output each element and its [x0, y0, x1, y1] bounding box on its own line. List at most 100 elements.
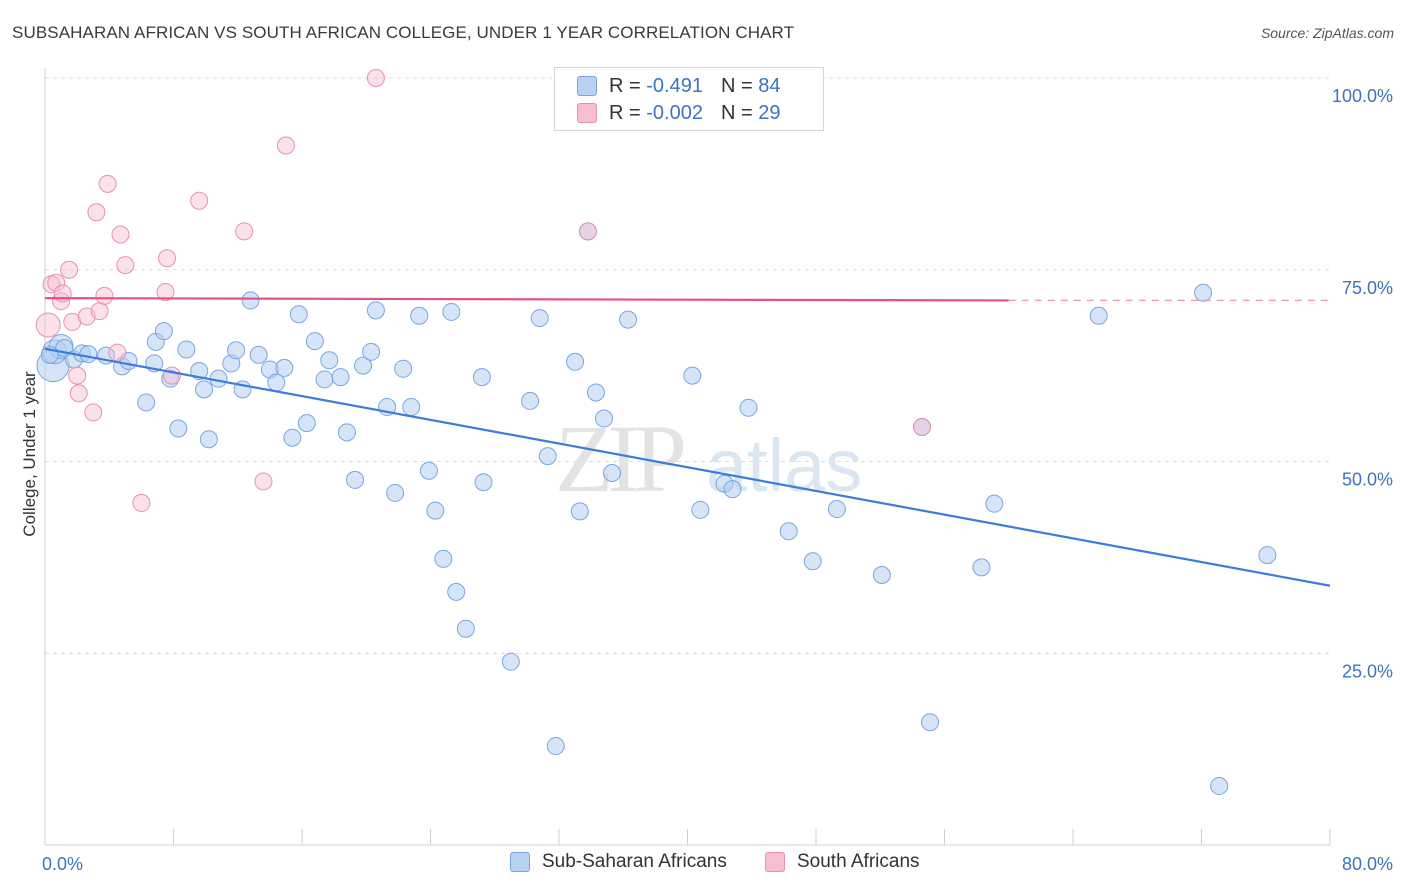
data-point-sub-saharan [566, 352, 585, 371]
data-point-sub-saharan [426, 501, 445, 520]
data-point-sub-saharan [169, 419, 188, 438]
data-point-sub-saharan [275, 358, 294, 377]
data-point-sub-saharan [1089, 306, 1108, 325]
data-point-sub-saharan [190, 361, 209, 380]
data-point-sub-saharan [337, 423, 356, 442]
data-point-south-african [35, 312, 61, 338]
axes [44, 68, 1331, 846]
data-point-sub-saharan [434, 549, 453, 568]
data-point-sub-saharan [779, 522, 798, 541]
data-point-sub-saharan [154, 322, 173, 341]
legend-r-label: R = [609, 101, 647, 124]
data-point-sub-saharan [402, 398, 421, 417]
data-point-sub-saharan [386, 483, 405, 502]
data-point-south-african [276, 136, 295, 155]
data-point-sub-saharan [594, 409, 613, 428]
data-point-south-african [60, 260, 79, 279]
data-point-sub-saharan [683, 366, 702, 385]
bottom-legend-south-african: South Africans [765, 851, 920, 873]
data-point-south-african [913, 417, 932, 436]
data-point-sub-saharan [289, 305, 308, 324]
data-point-south-african [254, 472, 273, 491]
legend-row-sub-saharan: R = -0.491 N = 84 [577, 72, 780, 100]
legend-n-value: 84 [758, 74, 781, 97]
data-point-south-african [90, 302, 109, 321]
data-point-sub-saharan [297, 414, 316, 433]
series-south-african-points [35, 69, 932, 512]
y-tick-label: 50.0% [1342, 470, 1393, 490]
data-point-sub-saharan [972, 558, 991, 577]
data-point-sub-saharan [474, 473, 493, 492]
data-point-sub-saharan [603, 464, 622, 483]
data-point-south-african [156, 282, 175, 301]
data-point-sub-saharan [1194, 283, 1213, 302]
data-point-sub-saharan [366, 301, 385, 320]
trend-line-sub-saharan [44, 347, 1331, 587]
data-point-south-african [108, 343, 127, 362]
data-point-sub-saharan [538, 447, 557, 466]
data-point-sub-saharan [619, 310, 638, 329]
data-point-south-african [116, 256, 135, 275]
legend-row-south-african: R = -0.002 N = 29 [577, 99, 780, 127]
data-point-sub-saharan [921, 713, 940, 732]
data-point-south-african [52, 292, 71, 311]
chart-source: Source: ZipAtlas.com [1260, 25, 1394, 41]
data-point-sub-saharan [827, 500, 846, 519]
data-point-sub-saharan [546, 737, 565, 756]
data-point-sub-saharan [410, 306, 429, 325]
data-point-sub-saharan [419, 461, 438, 480]
data-point-sub-saharan [315, 370, 334, 389]
data-point-sub-saharan [354, 356, 373, 375]
legend-r-label: R = [609, 74, 647, 97]
data-point-sub-saharan [442, 302, 461, 321]
series-sub-saharan-points [36, 222, 1277, 795]
data-point-south-african [158, 249, 177, 268]
legend-n-label: N = [720, 74, 759, 97]
legend-swatch-pink [577, 103, 597, 123]
data-point-south-african [162, 366, 181, 385]
y-tick-label: 25.0% [1342, 661, 1393, 681]
data-point-sub-saharan [283, 428, 302, 447]
data-point-sub-saharan [739, 398, 758, 417]
data-point-south-african [68, 366, 87, 385]
y-axis-label: College, Under 1 year [20, 371, 39, 537]
data-point-sub-saharan [570, 502, 589, 521]
data-point-sub-saharan [241, 291, 260, 310]
data-point-sub-saharan [1258, 546, 1277, 565]
trend-lines [44, 297, 1331, 587]
data-point-sub-saharan [723, 480, 742, 499]
data-point-sub-saharan [691, 500, 710, 519]
chart-title: SUBSAHARAN AFRICAN VS SOUTH AFRICAN COLL… [12, 23, 795, 42]
data-point-south-african [111, 225, 130, 244]
x-tick-labels: 0.0% 80.0% [42, 854, 1393, 874]
data-point-south-african [87, 203, 106, 222]
trend-line-south-african [44, 297, 1009, 302]
data-point-sub-saharan [521, 391, 540, 410]
data-point-sub-saharan [195, 380, 214, 399]
data-point-sub-saharan [161, 369, 180, 388]
data-point-south-african [53, 284, 72, 303]
bottom-legend-sub-saharan: Sub-Saharan Africans [510, 851, 727, 873]
x-tick-label-max: 80.0% [1342, 854, 1393, 874]
data-point-sub-saharan [346, 470, 365, 489]
data-point-south-african [98, 174, 117, 193]
legend-r-value: -0.491 [646, 74, 703, 97]
data-point-sub-saharan [456, 619, 475, 638]
legend-n-label: N = [720, 101, 759, 124]
data-point-sub-saharan [803, 552, 822, 571]
legend-n-value: 29 [758, 101, 781, 124]
data-point-south-african [95, 286, 114, 305]
data-point-sub-saharan [331, 368, 350, 387]
data-point-sub-saharan [447, 582, 466, 601]
y-tick-label: 100.0% [1332, 86, 1393, 106]
data-point-sub-saharan [362, 342, 381, 361]
data-point-sub-saharan [1210, 776, 1229, 795]
data-point-sub-saharan [586, 383, 605, 402]
data-point-sub-saharan [394, 359, 413, 378]
data-point-sub-saharan [501, 652, 520, 671]
y-tick-labels: 25.0% 50.0% 75.0% 100.0% [1332, 86, 1393, 681]
data-point-sub-saharan [227, 341, 246, 360]
data-point-south-african [47, 273, 66, 292]
data-point-sub-saharan [872, 566, 891, 585]
watermark-zip: ZIP [555, 405, 684, 512]
